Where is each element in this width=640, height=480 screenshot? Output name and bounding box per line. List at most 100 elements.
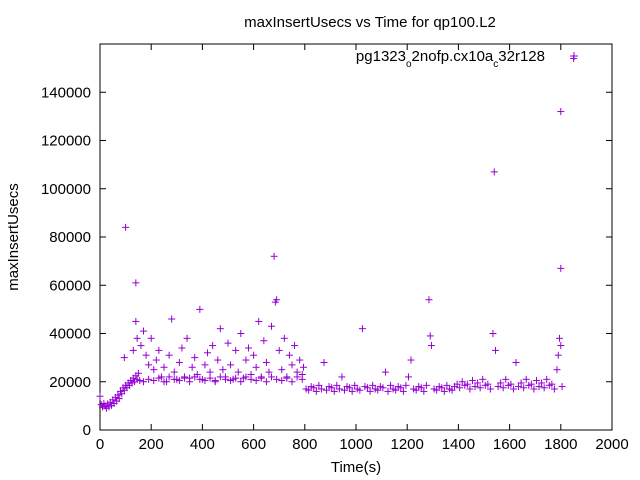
data-point	[392, 386, 400, 394]
data-point	[448, 386, 456, 394]
data-point	[374, 386, 382, 394]
data-point	[492, 346, 500, 354]
x-tick-label: 400	[190, 436, 215, 453]
data-point	[356, 386, 364, 394]
data-point	[554, 351, 562, 359]
data-point	[120, 354, 128, 362]
data-point	[273, 375, 281, 383]
data-point	[364, 384, 372, 392]
data-point	[557, 342, 565, 350]
data-point	[497, 379, 505, 387]
data-point	[346, 384, 354, 392]
data-point	[486, 385, 494, 393]
x-tick-label: 1400	[442, 436, 475, 453]
data-point	[305, 386, 313, 394]
data-point	[196, 305, 204, 313]
x-axis: 0 200 400 600 800 1000 1200 1400 1600 1800 2000	[96, 44, 629, 453]
data-point	[280, 334, 288, 342]
data-point	[206, 374, 214, 382]
data-point	[456, 384, 464, 392]
y-tick-label: 40000	[49, 326, 91, 343]
data-point	[468, 377, 476, 385]
data-point	[165, 373, 173, 381]
data-point	[227, 377, 235, 385]
data-point	[273, 296, 281, 304]
data-point	[150, 377, 158, 385]
data-point	[553, 366, 561, 374]
y-tick-label: 60000	[49, 277, 91, 294]
data-point	[204, 349, 212, 357]
data-point	[333, 381, 341, 389]
data-point	[381, 368, 389, 376]
data-point	[114, 391, 122, 399]
data-point	[278, 377, 286, 385]
data-point	[242, 356, 250, 364]
data-point	[145, 361, 153, 369]
data-point	[502, 375, 510, 383]
data-point	[183, 334, 191, 342]
data-point	[257, 374, 265, 382]
y-tick-label: 0	[83, 422, 91, 439]
data-point	[252, 377, 260, 385]
x-tick-label: 1000	[339, 436, 372, 453]
data-point	[509, 385, 517, 393]
data-point	[517, 379, 525, 387]
chart-title: maxInsertUsecs vs Time for qp100.L2	[244, 14, 496, 31]
data-point	[557, 264, 565, 272]
data-point	[191, 373, 199, 381]
data-point	[458, 378, 466, 386]
legend-label-part: 32r128	[498, 48, 545, 65]
data-point	[122, 223, 130, 231]
data-point	[224, 339, 232, 347]
data-point	[191, 354, 199, 362]
data-point	[188, 363, 196, 371]
data-point	[512, 358, 520, 366]
data-point	[320, 358, 328, 366]
data-point	[438, 384, 446, 392]
legend: pg1323o2nofp.cx10ac32r128	[356, 48, 578, 70]
data-point	[201, 377, 209, 385]
data-point	[250, 351, 258, 359]
data-point	[466, 385, 474, 393]
data-point	[420, 387, 428, 395]
data-point	[115, 395, 123, 403]
data-point	[328, 384, 336, 392]
y-tick-label: 120000	[41, 133, 91, 150]
data-point	[338, 373, 346, 381]
data-point	[285, 351, 293, 359]
data-point	[132, 279, 140, 287]
y-tick-label: 100000	[41, 181, 91, 198]
data-point	[443, 381, 451, 389]
data-point	[165, 351, 173, 359]
data-point	[137, 342, 145, 350]
data-point	[330, 387, 338, 395]
data-point	[471, 383, 479, 391]
data-point	[255, 317, 263, 325]
data-point	[474, 379, 482, 387]
data-point	[168, 315, 176, 323]
data-point	[262, 358, 270, 366]
data-point	[317, 385, 325, 393]
data-point	[404, 373, 412, 381]
data-point	[298, 375, 306, 383]
data-point	[232, 374, 240, 382]
data-point	[270, 252, 278, 260]
data-point	[268, 373, 276, 381]
x-tick-label: 1600	[493, 436, 526, 453]
data-point	[387, 381, 395, 389]
data-point	[206, 368, 214, 376]
x-tick-label: 800	[292, 436, 317, 453]
x-tick-label: 200	[139, 436, 164, 453]
data-point	[132, 317, 140, 325]
data-point	[155, 346, 163, 354]
data-point	[152, 356, 160, 364]
data-point	[570, 54, 578, 62]
data-point	[175, 358, 183, 366]
data-point	[170, 368, 178, 376]
data-point	[490, 168, 498, 176]
data-point	[527, 380, 535, 388]
data-point	[293, 373, 301, 381]
data-point	[180, 374, 188, 382]
data-point	[178, 344, 186, 352]
y-axis: 0 20000 40000 60000 80000 100000 120000 140000	[41, 84, 612, 439]
